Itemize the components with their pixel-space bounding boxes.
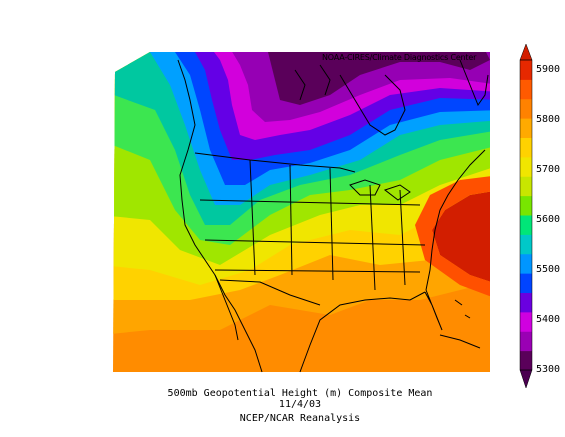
colorbar-tick-label: 5900: [536, 64, 561, 75]
colorbar-band: [520, 234, 532, 255]
colorbar-band: [520, 273, 532, 293]
caption-title: 500mb Geopotential Height (m) Composite …: [167, 388, 433, 399]
colorbar-band: [520, 137, 532, 158]
coastlines: [177, 59, 489, 373]
colorbar-tick-label: 5600: [536, 214, 561, 225]
caption-source: NCEP/NCAR Reanalysis: [239, 413, 361, 424]
colorbar-band: [520, 176, 532, 197]
colorbar-band: [520, 79, 532, 100]
credit-label: NOAA-CIRES/Climate Diagnostics Center: [322, 53, 477, 62]
colorbar-band: [520, 60, 532, 80]
colorbar-band: [520, 156, 532, 177]
colorbar-band: [520, 311, 532, 332]
colorbar-band: [520, 331, 532, 352]
colorbar-band: [520, 98, 532, 119]
colorbar-tick-label: 5800: [536, 114, 561, 125]
colorbar-band: [520, 350, 532, 371]
colorbar-tick-label: 5700: [536, 164, 561, 175]
colorbar-outline: [519, 59, 533, 371]
colorbar-tick-label: 5500: [536, 264, 561, 275]
colorbar-tick-label: 5400: [536, 314, 561, 325]
colorbar-band: [520, 118, 532, 138]
colorbar-band: [520, 292, 532, 313]
colorbar: [519, 43, 533, 389]
colorbar-band: [520, 195, 532, 216]
colorbar-band: [520, 253, 532, 274]
colorbar-min-arrow: [519, 369, 533, 389]
colorbar-max-arrow: [519, 43, 533, 61]
colorbar-band: [520, 215, 532, 235]
caption-date: 11/4/03: [278, 399, 322, 410]
colorbar-tick-label: 5300: [536, 364, 561, 375]
